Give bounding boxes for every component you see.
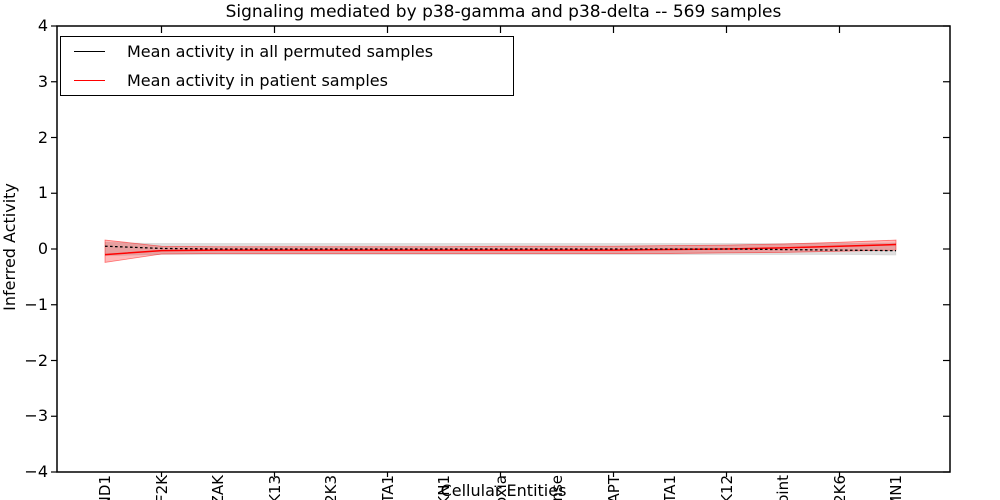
y-tick-label: 4 (37, 16, 48, 35)
patient-mean-line (104, 243, 897, 256)
x-tick-label: CCND1 (96, 475, 114, 500)
chart-title: Signaling mediated by p38-gamma and p38-… (225, 2, 782, 22)
legend: Mean activity in all permuted samples Me… (60, 36, 514, 96)
legend-label: Mean activity in all permuted samples (127, 42, 434, 61)
y-tick-label: 3 (37, 71, 48, 91)
y-tick-label: 2 (37, 127, 48, 147)
y-tick-label: 0 (37, 239, 48, 258)
x-tick-label: G2/M transition checkpoint (774, 475, 792, 500)
x-tick-label: PKN1 (435, 475, 453, 500)
x-tick-label: SNTA1 (378, 475, 397, 500)
x-tick-label: response to hypoxia (492, 475, 510, 500)
x-axis-label: Cellular Entities (440, 481, 567, 500)
y-tick-label: −1 (24, 294, 48, 314)
y-tick-label: −3 (24, 406, 48, 426)
x-tick-label: MAP2K6 (831, 475, 849, 500)
x-tick-label: MAP2K3 (322, 475, 340, 500)
patient-line-swatch (74, 80, 105, 81)
permuted-mean-line (104, 245, 897, 252)
legend-item-permuted: Mean activity in all permuted samples (61, 38, 513, 66)
x-tick-label: MAPT (604, 475, 623, 500)
y-tick-label: −4 (24, 462, 48, 481)
legend-label: Mean activity in patient samples (127, 71, 388, 90)
y-tick-label: −2 (24, 350, 48, 370)
x-tick-label: hyperosmotic response (548, 475, 566, 500)
x-tick-label: EEF2K (152, 475, 171, 500)
x-tick-label: MAPK13 (266, 475, 284, 500)
x-tick-label: STMN1 (887, 475, 905, 500)
permuted-line-swatch (74, 51, 105, 52)
legend-item-patient: Mean activity in patient samples (61, 67, 513, 95)
x-tick-label: p38 gamma/SNTA1 (661, 475, 679, 500)
x-tick-label: MAPK12 (718, 475, 736, 500)
x-tick-label: ZAK (209, 475, 227, 500)
y-tick-label: 1 (37, 183, 48, 203)
